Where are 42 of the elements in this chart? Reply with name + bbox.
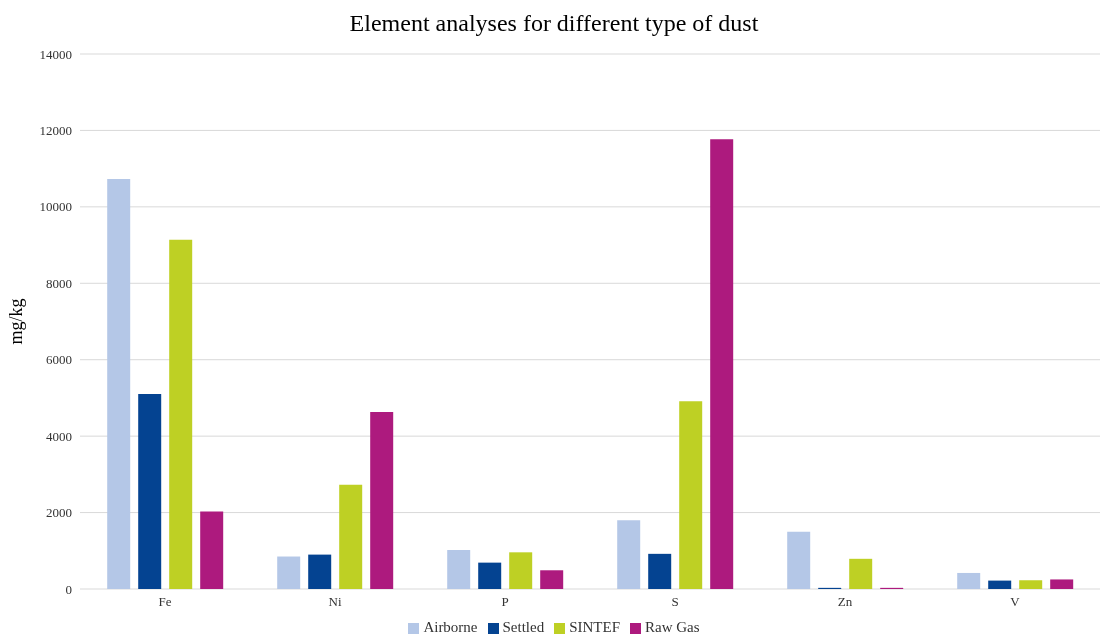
- bar: [370, 412, 394, 589]
- bar: [617, 520, 641, 589]
- x-tick-label: P: [501, 594, 509, 610]
- bar: [648, 553, 672, 589]
- y-tick-label: 0: [65, 581, 72, 597]
- bar: [138, 394, 162, 589]
- legend-label: Settled: [502, 619, 545, 635]
- x-tick-label: Fe: [158, 594, 172, 610]
- chart-title: Element analyses for different type of dust: [348, 9, 760, 38]
- y-tick-label: 10000: [39, 199, 72, 215]
- x-tick-label: V: [1010, 594, 1021, 610]
- bar: [169, 239, 193, 589]
- bar: [679, 401, 703, 589]
- bar: [1019, 580, 1043, 589]
- y-axis-title: mg/kg: [6, 298, 27, 345]
- legend-label: Raw Gas: [645, 619, 700, 635]
- y-tick-label: 8000: [46, 275, 72, 291]
- bar: [478, 562, 502, 589]
- bar: [107, 178, 131, 589]
- x-tick-label: S: [671, 594, 679, 610]
- y-tick-label: 12000: [39, 123, 72, 139]
- x-tick-label: Ni: [328, 594, 342, 610]
- bar: [540, 570, 564, 589]
- bar: [308, 554, 332, 589]
- bar: [710, 139, 734, 589]
- bar: [1050, 579, 1074, 589]
- bar: [509, 552, 533, 589]
- bar: [787, 531, 811, 589]
- y-tick-label: 4000: [46, 428, 72, 444]
- bar: [447, 550, 471, 589]
- bar: [957, 572, 981, 589]
- y-tick-label: 14000: [39, 46, 72, 62]
- x-tick-label: Zn: [837, 594, 853, 610]
- bar: [200, 511, 224, 589]
- legend-label: SINTEF: [569, 619, 621, 635]
- y-tick-label: 2000: [46, 505, 72, 521]
- bar: [988, 580, 1012, 589]
- bar: [277, 556, 301, 589]
- y-tick-label: 6000: [46, 352, 72, 368]
- bar: [339, 484, 363, 589]
- legend-label: Airborne: [423, 619, 478, 635]
- bar: [849, 558, 873, 589]
